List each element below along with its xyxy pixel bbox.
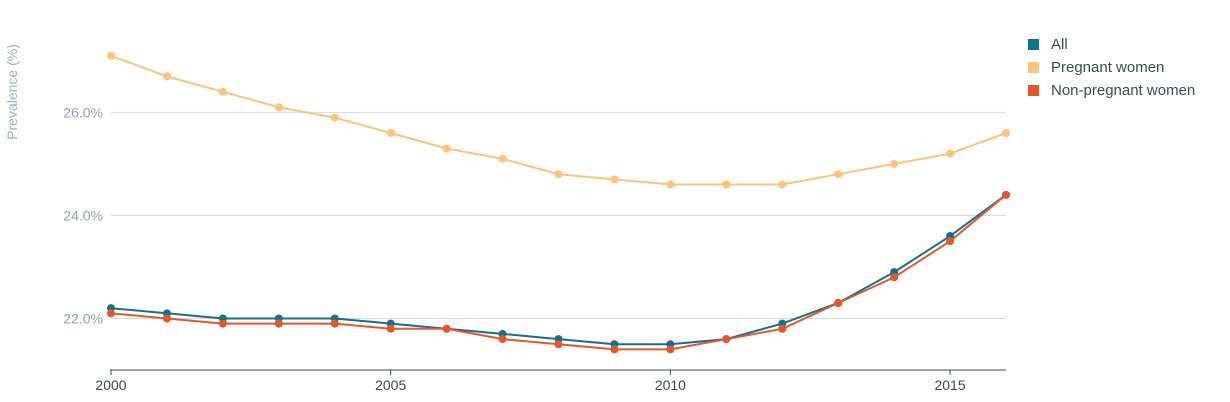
data-point-non-pregnant-women[interactable] [666, 345, 675, 354]
series-lines [110, 54, 1007, 351]
y-tick-label: 24.0% [63, 207, 103, 223]
series-line-all [110, 193, 1007, 346]
series-line-non-pregnant-women [110, 194, 1007, 351]
data-point-pregnant-women[interactable] [442, 144, 451, 153]
series-points [107, 51, 1010, 354]
legend: All Pregnant women Non-pregnant women [1028, 33, 1195, 102]
data-point-non-pregnant-women[interactable] [330, 319, 339, 328]
data-point-non-pregnant-women[interactable] [218, 319, 227, 328]
data-point-non-pregnant-women[interactable] [946, 237, 955, 246]
data-point-pregnant-women[interactable] [107, 51, 115, 60]
data-point-pregnant-women[interactable] [554, 170, 563, 179]
data-point-pregnant-women[interactable] [834, 170, 843, 179]
data-point-pregnant-women[interactable] [1002, 129, 1010, 138]
legend-swatch-pregnant-women [1028, 62, 1039, 73]
data-point-non-pregnant-women[interactable] [162, 314, 171, 323]
data-point-non-pregnant-women[interactable] [610, 345, 619, 354]
legend-item-pregnant-women[interactable]: Pregnant women [1028, 56, 1195, 79]
legend-swatch-non-pregnant-women [1028, 85, 1039, 96]
data-point-non-pregnant-women[interactable] [554, 340, 563, 349]
series-line-pregnant-women [110, 54, 1007, 186]
legend-label: All [1051, 36, 1068, 53]
data-point-non-pregnant-women[interactable] [834, 299, 843, 308]
data-point-non-pregnant-women[interactable] [274, 319, 283, 328]
legend-label: Pregnant women [1051, 59, 1165, 76]
y-axis-ticks: 22.0% 24.0% 26.0% [63, 104, 103, 326]
data-point-pregnant-women[interactable] [610, 175, 619, 184]
legend-swatch-all [1028, 39, 1039, 50]
data-point-pregnant-women[interactable] [274, 103, 283, 112]
data-point-pregnant-women[interactable] [162, 72, 171, 81]
data-point-non-pregnant-women[interactable] [1002, 190, 1010, 199]
data-point-pregnant-women[interactable] [778, 180, 787, 189]
data-point-pregnant-women[interactable] [722, 180, 731, 189]
data-point-non-pregnant-women[interactable] [107, 309, 115, 318]
legend-item-non-pregnant-women[interactable]: Non-pregnant women [1028, 79, 1195, 102]
legend-item-all[interactable]: All [1028, 33, 1195, 56]
y-tick-label: 26.0% [63, 104, 103, 120]
data-point-non-pregnant-women[interactable] [778, 324, 787, 333]
data-point-pregnant-women[interactable] [330, 113, 339, 122]
data-point-pregnant-women[interactable] [666, 180, 675, 189]
y-tick-label: 22.0% [63, 310, 103, 326]
data-point-pregnant-women[interactable] [890, 159, 899, 168]
x-tick-label: 2005 [375, 377, 406, 393]
x-axis-ticks: 2000 2005 2010 2015 [95, 370, 966, 393]
data-point-non-pregnant-women[interactable] [386, 324, 395, 333]
data-point-pregnant-women[interactable] [946, 149, 955, 158]
legend-label: Non-pregnant women [1051, 82, 1196, 99]
data-point-non-pregnant-women[interactable] [722, 335, 731, 344]
x-tick-label: 2010 [655, 377, 686, 393]
x-tick-label: 2015 [934, 377, 965, 393]
data-point-pregnant-women[interactable] [498, 154, 507, 163]
y-axis-label: Prevalence (%) [4, 44, 20, 140]
data-point-non-pregnant-women[interactable] [442, 324, 451, 333]
data-point-pregnant-women[interactable] [386, 129, 395, 138]
data-point-non-pregnant-women[interactable] [498, 335, 507, 344]
data-point-non-pregnant-women[interactable] [890, 273, 899, 282]
x-tick-label: 2000 [95, 377, 126, 393]
data-point-pregnant-women[interactable] [218, 87, 227, 96]
